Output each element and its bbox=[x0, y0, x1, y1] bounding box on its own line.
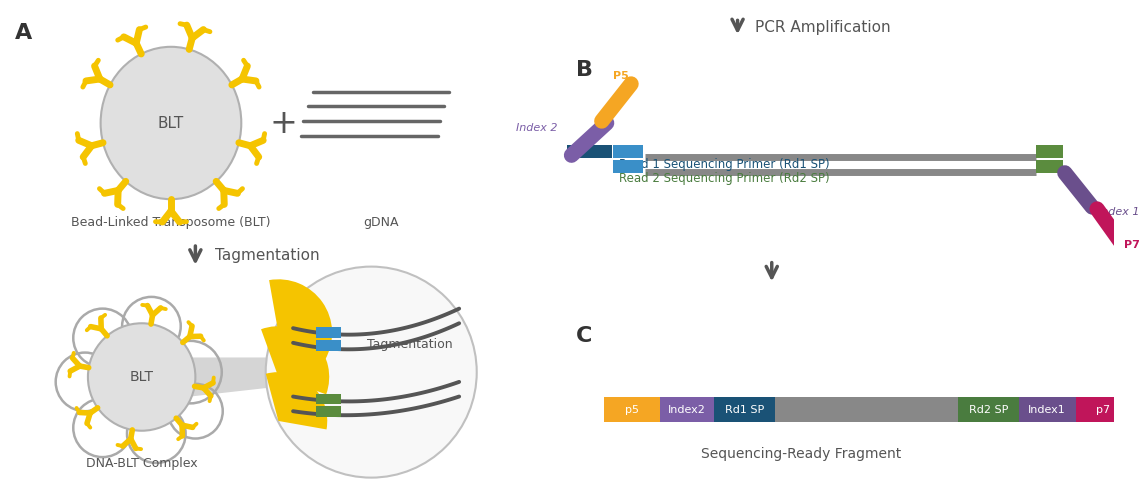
Text: Tagmentation: Tagmentation bbox=[367, 338, 453, 351]
FancyBboxPatch shape bbox=[613, 146, 643, 158]
FancyBboxPatch shape bbox=[613, 160, 643, 173]
FancyBboxPatch shape bbox=[1035, 160, 1062, 173]
FancyBboxPatch shape bbox=[316, 340, 341, 350]
Text: p5: p5 bbox=[625, 405, 640, 415]
Text: Index2: Index2 bbox=[668, 405, 706, 415]
Text: P5: P5 bbox=[613, 71, 629, 81]
FancyBboxPatch shape bbox=[775, 396, 959, 422]
Wedge shape bbox=[269, 280, 332, 360]
Ellipse shape bbox=[100, 47, 242, 199]
Text: Index1: Index1 bbox=[1028, 405, 1066, 415]
Text: Sequencing-Ready Fragment: Sequencing-Ready Fragment bbox=[701, 448, 902, 462]
Ellipse shape bbox=[88, 324, 195, 430]
Text: Read 2 Sequencing Primer (Rd2 SP): Read 2 Sequencing Primer (Rd2 SP) bbox=[619, 172, 830, 185]
FancyBboxPatch shape bbox=[1075, 396, 1131, 422]
Text: BLT: BLT bbox=[130, 370, 154, 384]
Text: +: + bbox=[269, 106, 298, 140]
FancyBboxPatch shape bbox=[316, 406, 341, 417]
Polygon shape bbox=[190, 358, 277, 397]
Text: C: C bbox=[577, 326, 593, 346]
FancyBboxPatch shape bbox=[604, 396, 660, 422]
Text: DNA-BLT Complex: DNA-BLT Complex bbox=[86, 457, 197, 470]
FancyBboxPatch shape bbox=[714, 396, 775, 422]
FancyBboxPatch shape bbox=[1019, 396, 1075, 422]
Text: B: B bbox=[577, 60, 594, 80]
FancyBboxPatch shape bbox=[959, 396, 1019, 422]
Wedge shape bbox=[261, 326, 329, 394]
Text: P7: P7 bbox=[1124, 240, 1140, 250]
Text: gDNA: gDNA bbox=[364, 216, 399, 229]
Wedge shape bbox=[266, 372, 327, 430]
Text: p7: p7 bbox=[1097, 405, 1110, 415]
FancyBboxPatch shape bbox=[1035, 146, 1062, 158]
Text: A: A bbox=[15, 24, 32, 44]
FancyBboxPatch shape bbox=[660, 396, 714, 422]
FancyBboxPatch shape bbox=[316, 394, 341, 404]
Text: PCR Amplification: PCR Amplification bbox=[755, 20, 890, 35]
Text: Bead-Linked Transposome (BLT): Bead-Linked Transposome (BLT) bbox=[71, 216, 270, 229]
Text: Rd1 SP: Rd1 SP bbox=[725, 405, 764, 415]
Text: BLT: BLT bbox=[157, 116, 184, 130]
Text: Index 1: Index 1 bbox=[1098, 207, 1140, 217]
Text: Rd2 SP: Rd2 SP bbox=[969, 405, 1008, 415]
FancyBboxPatch shape bbox=[567, 146, 611, 158]
Text: Read 1 Sequencing Primer (Rd1 SP): Read 1 Sequencing Primer (Rd1 SP) bbox=[619, 158, 830, 170]
Text: Tagmentation: Tagmentation bbox=[215, 248, 319, 264]
Circle shape bbox=[266, 266, 477, 478]
Text: Index 2: Index 2 bbox=[516, 123, 557, 133]
FancyBboxPatch shape bbox=[316, 327, 341, 338]
